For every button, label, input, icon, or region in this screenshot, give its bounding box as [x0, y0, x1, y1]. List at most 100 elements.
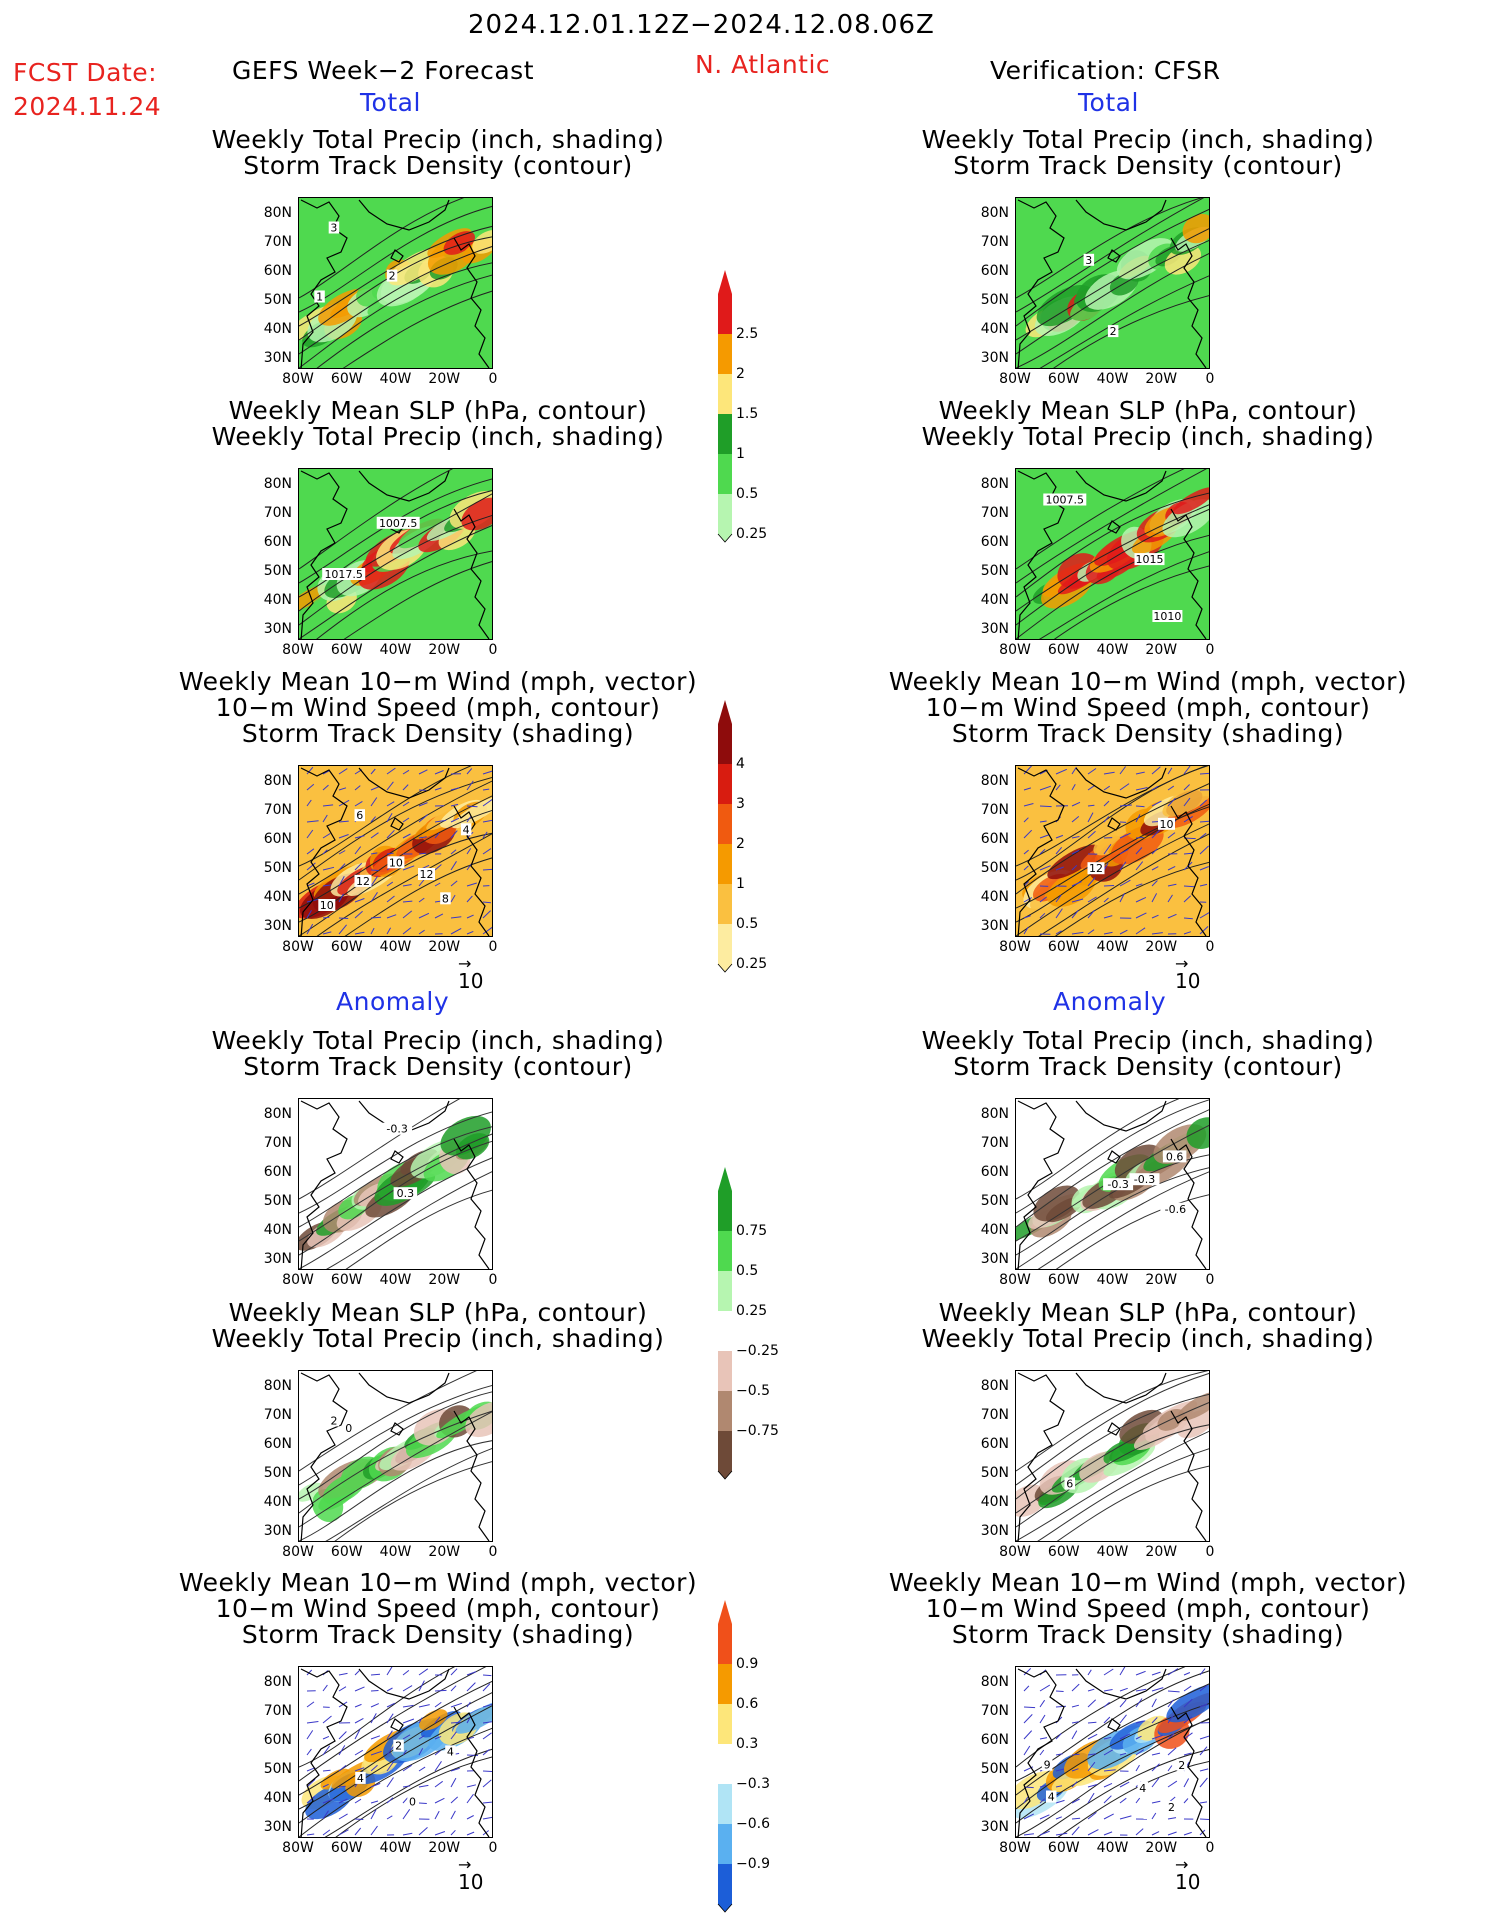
contour-line [299, 1391, 492, 1500]
wind-vector [1023, 1714, 1033, 1724]
contour-label: 4 [460, 823, 472, 836]
contour-label-text: 8 [442, 892, 449, 905]
wind-vector [306, 766, 314, 775]
wind-vector [450, 803, 459, 807]
colorbar-label: 4 [736, 756, 745, 772]
contour-line [299, 493, 492, 612]
wind-vector [1103, 915, 1113, 919]
lon-tick-label: 40W [379, 642, 412, 658]
coastline [300, 1100, 348, 1269]
map-panel-gefs-0: 2 1 3 [298, 197, 493, 369]
wind-vector [466, 1831, 475, 1836]
contour-label: 2 [386, 269, 398, 283]
wind-vector [418, 1717, 423, 1724]
wind-vector [1167, 767, 1173, 775]
wind-vector [1055, 1753, 1063, 1756]
wind-vector [1119, 1714, 1127, 1724]
wind-vector [418, 1766, 426, 1772]
panel-title-gefs-2: Weekly Mean 10−m Wind (mph, vector) 10−m … [128, 669, 748, 747]
contour-line [1016, 198, 1203, 299]
wind-vector [1151, 1687, 1164, 1692]
lat-tick-label: 60N [263, 831, 292, 847]
contour-line [299, 225, 492, 327]
lat-tick-label: 80N [263, 773, 292, 789]
wind-vector [1167, 883, 1177, 887]
wind-vector [1039, 912, 1046, 919]
contour-line [325, 1447, 492, 1541]
contour-line [1016, 1124, 1209, 1242]
wind-vector [1151, 1777, 1160, 1788]
panel-title-line: Weekly Mean SLP (hPa, contour) [938, 1298, 1358, 1327]
wind-vector [450, 1767, 460, 1772]
wind-vector [322, 916, 330, 919]
wind-vector [1199, 1777, 1208, 1788]
map-svg: 2 1 3 [299, 198, 492, 368]
wind-vector [338, 1798, 348, 1804]
wind-vector [1151, 866, 1159, 871]
wind-vector [1023, 787, 1032, 791]
region-title: N. Atlantic [695, 50, 831, 79]
panel-title-line: Weekly Mean SLP (hPa, contour) [938, 396, 1358, 425]
contour-label: 1017.5 [322, 568, 366, 581]
panel-title-cfsr-5: Weekly Mean 10−m Wind (mph, vector) 10−m … [838, 1570, 1458, 1648]
wind-vector [1039, 865, 1051, 871]
lat-tick-label: 60N [980, 1732, 1009, 1748]
wind-vector [386, 881, 394, 887]
wind-vector [482, 1816, 492, 1820]
lon-tick-label: 20W [1145, 1272, 1178, 1288]
wind-vector [450, 880, 458, 887]
wind-vector [434, 770, 444, 775]
colorbar-label: 0.5 [736, 916, 759, 932]
wind-vector [370, 1673, 381, 1676]
wind-vector [402, 1685, 413, 1692]
panel-title-line: 10−m Wind Speed (mph, contour) [215, 693, 661, 722]
wind-vector [1119, 1699, 1127, 1708]
wind-vector [1199, 1746, 1208, 1756]
lat-tick-label: 80N [980, 476, 1009, 492]
lat-tick-label: 80N [980, 1378, 1009, 1394]
reference-arrow-icon: → [458, 1855, 472, 1874]
wind-vector [1119, 1752, 1127, 1756]
contour-label-text: -0.3 [1134, 1173, 1155, 1186]
lat-tick-label: 30N [263, 1251, 292, 1267]
wind-vector [1135, 883, 1143, 887]
wind-vector [418, 1704, 430, 1708]
contour-line [299, 1099, 461, 1200]
colorbar-label: 0.3 [736, 1736, 759, 1752]
colorbar-segment [718, 1231, 732, 1271]
lat-tick-label: 30N [980, 918, 1009, 934]
lat-tick-label: 50N [263, 1465, 292, 1481]
wind-vector [1199, 1801, 1208, 1804]
colorbar-label: −0.25 [736, 1343, 779, 1359]
coastline [1107, 249, 1121, 263]
wind-vector [370, 1703, 379, 1708]
wind-vector [1071, 909, 1079, 919]
wind-vector [1087, 812, 1094, 823]
wind-vector [1119, 804, 1132, 807]
wind-vector [1151, 914, 1159, 919]
lon-tick-label: 0 [1205, 1840, 1215, 1856]
wind-vector [1071, 1753, 1080, 1756]
wind-vector [434, 1780, 443, 1788]
coastline [390, 1150, 404, 1164]
wind-vector [1071, 1730, 1078, 1740]
panel-title-cfsr-2: Weekly Mean 10−m Wind (mph, vector) 10−m … [838, 669, 1458, 747]
contour-line [1039, 551, 1209, 639]
wind-vector [386, 812, 393, 823]
wind-vector [482, 926, 492, 935]
lat-tick-label: 40N [980, 592, 1009, 608]
contour-label-text: 4 [463, 823, 470, 836]
coastline [358, 767, 450, 799]
lon-tick-label: 0 [488, 1272, 498, 1288]
colorbar-bottom-arrow [717, 1470, 733, 1480]
wind-vector [1023, 865, 1029, 871]
wind-vector [354, 1818, 364, 1820]
wind-vector [1023, 817, 1029, 823]
lat-tick-label: 40N [263, 321, 292, 337]
wind-vector [1103, 1668, 1114, 1676]
wind-vector [1119, 892, 1126, 903]
wind-vector [338, 834, 349, 839]
wind-vector [1087, 768, 1097, 775]
lat-tick-label: 30N [263, 918, 292, 934]
